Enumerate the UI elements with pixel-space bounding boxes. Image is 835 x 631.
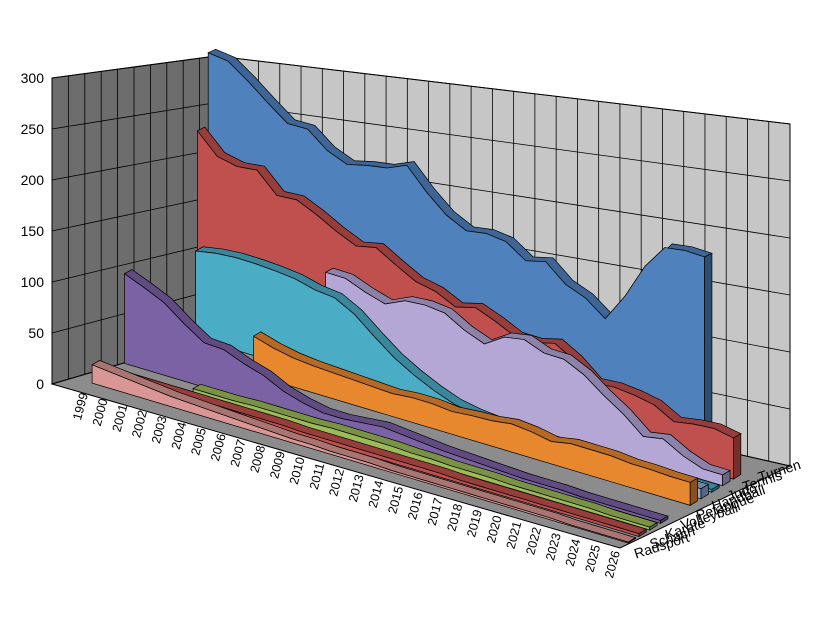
x-tick-label: 2000 bbox=[90, 397, 111, 428]
area-karate bbox=[192, 388, 651, 531]
x-tick-label: 1999 bbox=[70, 391, 91, 422]
x-tick-label: 2005 bbox=[188, 426, 209, 457]
x-tick-label: 2015 bbox=[385, 485, 406, 516]
y-tick-label: 300 bbox=[21, 70, 45, 86]
x-tick-label: 2009 bbox=[267, 450, 288, 481]
x-tick-label: 2001 bbox=[110, 403, 131, 434]
x-tick-label: 2026 bbox=[602, 549, 623, 580]
area-end-radsport bbox=[627, 537, 636, 544]
x-tick-label: 2012 bbox=[326, 467, 347, 498]
area-end-turnen bbox=[733, 433, 742, 480]
area-end-petanque bbox=[689, 477, 698, 506]
x-tick-label: 2025 bbox=[582, 543, 603, 574]
y-tick-label: 150 bbox=[21, 223, 45, 239]
x-tick-label: 2019 bbox=[464, 508, 485, 539]
area-end-tennis bbox=[722, 469, 731, 487]
gridline-back bbox=[215, 102, 791, 182]
area-end-volleyball bbox=[660, 515, 669, 525]
x-tick-label: 2024 bbox=[563, 537, 584, 568]
x-tick-label: 2008 bbox=[248, 444, 269, 475]
y-tick-label: 200 bbox=[21, 172, 45, 188]
x-tick-label: 2013 bbox=[346, 473, 367, 504]
y-tick-label: 100 bbox=[21, 274, 45, 290]
x-tick-label: 2014 bbox=[366, 479, 387, 510]
x-tick-label: 2023 bbox=[543, 532, 564, 563]
x-tick-label: 2006 bbox=[208, 432, 229, 463]
x-tick-label: 2011 bbox=[307, 461, 327, 491]
x-tick-label: 2004 bbox=[169, 420, 190, 451]
x-axis-ticks: 1999200020012002200320042005200620072008… bbox=[70, 391, 623, 580]
area-tennis bbox=[325, 271, 723, 487]
y-tick-label: 50 bbox=[28, 325, 44, 341]
area-end-judo bbox=[711, 484, 720, 493]
y-tick-label: 0 bbox=[36, 376, 44, 392]
gridline-back bbox=[215, 55, 791, 125]
x-tick-label: 2016 bbox=[405, 491, 426, 522]
chart-areas bbox=[91, 48, 742, 544]
x-tick-label: 2022 bbox=[523, 526, 544, 557]
x-tick-label: 2017 bbox=[425, 496, 446, 527]
x-tick-label: 2007 bbox=[228, 438, 249, 469]
x-tick-label: 2002 bbox=[129, 409, 150, 440]
area-petanque bbox=[253, 335, 691, 506]
area-end-karate bbox=[649, 522, 658, 531]
area-end-schach bbox=[638, 528, 647, 538]
x-tick-label: 2018 bbox=[445, 502, 466, 533]
x-tick-label: 2010 bbox=[287, 455, 308, 486]
x-tick-label: 2020 bbox=[484, 514, 505, 545]
area-radsport bbox=[91, 364, 629, 544]
y-axis-ticks: 0 50 100 150 200 250 300 bbox=[21, 70, 45, 392]
x-tick-label: 2021 bbox=[504, 520, 525, 551]
area-volleyball bbox=[124, 273, 661, 524]
area-end-handball bbox=[700, 483, 709, 500]
x-tick-label: 2003 bbox=[149, 415, 170, 446]
y-tick-label: 250 bbox=[21, 121, 45, 137]
